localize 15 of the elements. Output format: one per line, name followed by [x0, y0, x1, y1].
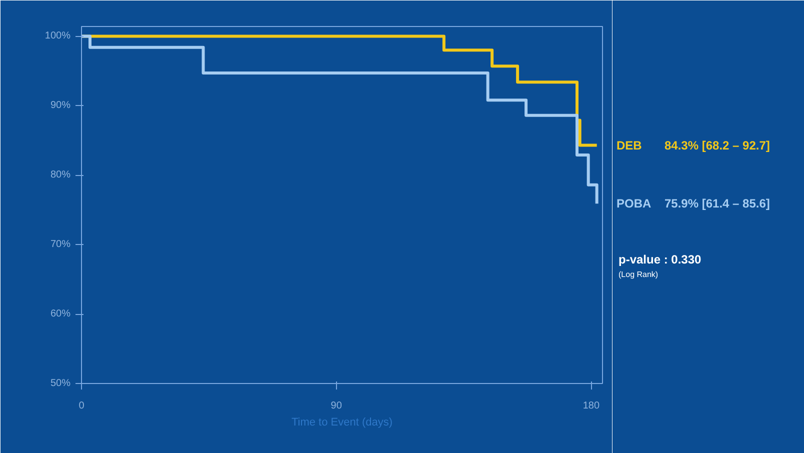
y-tick-label: 60%: [50, 308, 71, 320]
x-tick-label: 180: [582, 400, 600, 412]
y-tick-label: 50%: [50, 378, 71, 389]
text: 75.9% [61.4 – 85.6]: [664, 196, 770, 211]
series-label: DEB: [616, 138, 642, 152]
y-tick-label: 90%: [50, 100, 71, 112]
x-tick-label: 90: [330, 400, 342, 412]
text: p-value : 0.330: [618, 252, 702, 266]
text: (Log Rank): [618, 270, 658, 279]
y-tick-label: 100%: [44, 30, 71, 42]
x-tick-label: 0: [78, 400, 85, 412]
y-tick-label: 70%: [50, 239, 71, 250]
text: 84.3% [68.2 – 92.7]: [664, 138, 770, 152]
y-tick-label: 80%: [50, 170, 71, 181]
series-label: POBA: [616, 196, 652, 211]
